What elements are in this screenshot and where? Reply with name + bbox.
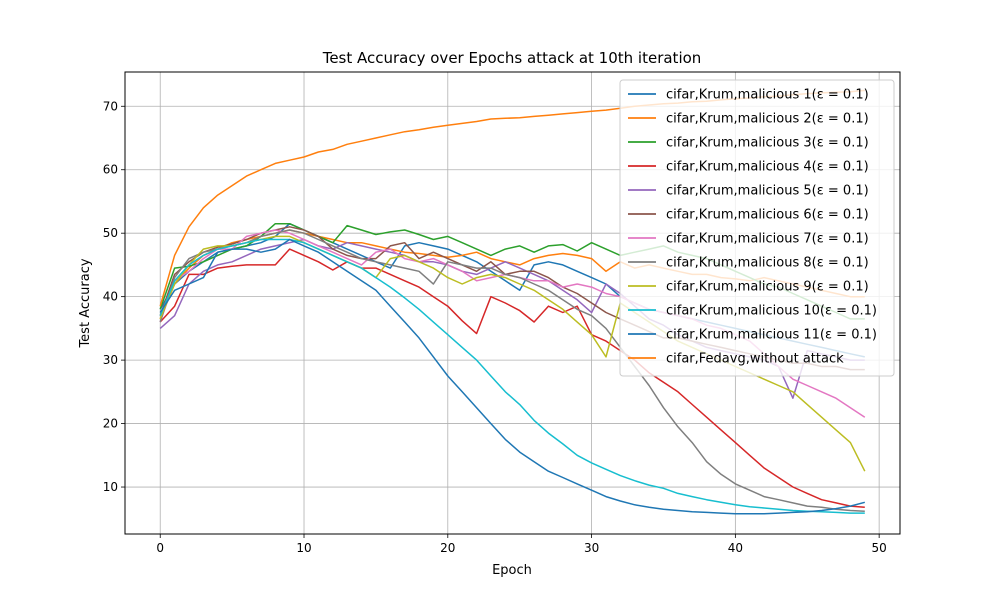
y-axis: 10 20 30 40 50 60 70 [103,99,125,494]
y-tick-label: 60 [103,163,118,177]
x-tick-label: 40 [728,541,743,555]
plot-frame [124,71,901,535]
y-tick-label: 70 [103,99,118,113]
x-tick-label: 0 [156,541,164,555]
y-tick-label: 10 [103,480,118,494]
y-tick-label: 20 [103,417,118,431]
x-tick-label: 20 [440,541,455,555]
y-axis-label: Test Accuracy [78,258,93,348]
y-tick-label: 40 [103,290,118,304]
chart-title: Test Accuracy over Epochs attack at 10th… [322,49,702,67]
legend-label: cifar,Krum,malicious 1(ε = 0.1) [666,88,869,103]
series-line-8 [159,229,865,512]
legend-label: cifar,Krum,malicious 7(ε = 0.1) [666,232,869,247]
series-line-10 [159,238,865,514]
legend-label: cifar,Krum,malicious 11(ε = 0.1) [666,328,877,343]
legend-label: cifar,Fedavg,without attack [666,352,844,367]
legend-label: cifar,Krum,malicious 10(ε = 0.1) [666,304,877,319]
series-line-11 [159,238,865,515]
series-line-4 [159,248,865,509]
x-axis-label: Epoch [492,563,532,578]
x-tick-label: 50 [872,541,887,555]
legend-label: cifar,Krum,malicious 6(ε = 0.1) [666,208,869,223]
x-axis: 0 10 20 30 40 50 [156,534,887,555]
y-tick-label: 30 [103,353,118,367]
legend-label: cifar,Krum,malicious 8(ε = 0.1) [666,256,869,271]
x-tick-label: 30 [584,541,599,555]
x-tick-label: 10 [296,541,311,555]
legend-label: cifar,Krum,malicious 9(ε = 0.1) [666,280,869,295]
legend: cifar,Krum,malicious 1(ε = 0.1) cifar,Kru… [619,79,895,377]
legend-box [619,79,895,377]
legend-label: cifar,Krum,malicious 3(ε = 0.1) [666,136,869,151]
legend-label: cifar,Krum,malicious 2(ε = 0.1) [666,112,869,127]
legend-label: cifar,Krum,malicious 5(ε = 0.1) [666,184,869,199]
y-tick-label: 50 [103,226,118,240]
legend-label: cifar,Krum,malicious 4(ε = 0.1) [666,160,869,175]
